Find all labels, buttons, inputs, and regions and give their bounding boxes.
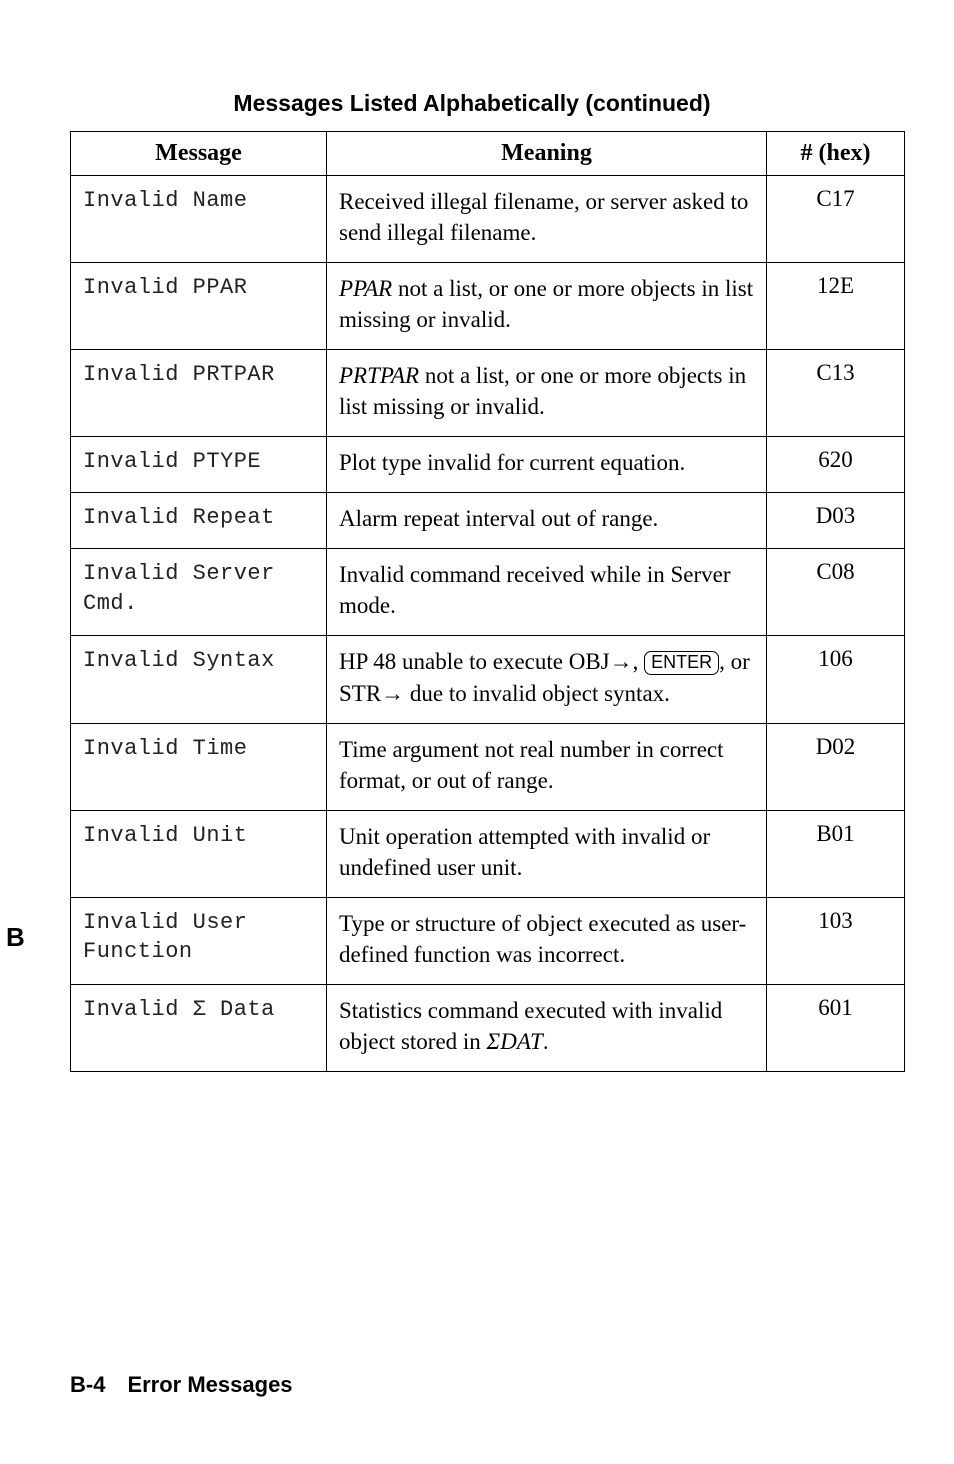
cell-meaning: Time argument not real number in correct… <box>327 723 767 810</box>
cell-message: Invalid Syntax <box>71 636 327 723</box>
page-footer: B-4 Error Messages <box>70 1372 293 1398</box>
cell-meaning: PPAR not a list, or one or more objects … <box>327 263 767 350</box>
cell-hex: 620 <box>767 437 905 493</box>
cell-meaning: Type or structure of object executed as … <box>327 897 767 984</box>
cell-message: Invalid Repeat <box>71 493 327 549</box>
cell-hex: D03 <box>767 493 905 549</box>
cell-hex: 103 <box>767 897 905 984</box>
table-title: Messages Listed Alphabetically (continue… <box>50 90 894 117</box>
cell-message: Invalid Server Cmd. <box>71 549 327 636</box>
cell-meaning: Plot type invalid for current equation. <box>327 437 767 493</box>
cell-message: Invalid User Function <box>71 897 327 984</box>
cell-hex: 601 <box>767 984 905 1071</box>
col-header-hex: # (hex) <box>767 132 905 176</box>
table-row: Invalid User FunctionType or structure o… <box>71 897 905 984</box>
cell-message: Invalid Name <box>71 176 327 263</box>
table-row: Invalid TimeTime argument not real numbe… <box>71 723 905 810</box>
cell-hex: C17 <box>767 176 905 263</box>
cell-meaning: Invalid command received while in Server… <box>327 549 767 636</box>
cell-hex: B01 <box>767 810 905 897</box>
cell-hex: C13 <box>767 350 905 437</box>
table-row: Invalid UnitUnit operation attempted wit… <box>71 810 905 897</box>
cell-message: Invalid PRTPAR <box>71 350 327 437</box>
cell-meaning: Unit operation attempted with invalid or… <box>327 810 767 897</box>
cell-meaning: HP 48 unable to execute OBJ→, ENTER, or … <box>327 636 767 723</box>
cell-message: Invalid PPAR <box>71 263 327 350</box>
cell-meaning: Alarm repeat interval out of range. <box>327 493 767 549</box>
cell-message: Invalid PTYPE <box>71 437 327 493</box>
cell-hex: D02 <box>767 723 905 810</box>
table-row: Invalid PTYPEPlot type invalid for curre… <box>71 437 905 493</box>
col-header-message: Message <box>71 132 327 176</box>
table-row: Invalid SyntaxHP 48 unable to execute OB… <box>71 636 905 723</box>
cell-meaning: Statistics command executed with invalid… <box>327 984 767 1071</box>
cell-message: Invalid Unit <box>71 810 327 897</box>
table-row: Invalid RepeatAlarm repeat interval out … <box>71 493 905 549</box>
cell-hex: 106 <box>767 636 905 723</box>
col-header-meaning: Meaning <box>327 132 767 176</box>
table-row: Invalid NameReceived illegal filename, o… <box>71 176 905 263</box>
cell-hex: C08 <box>767 549 905 636</box>
cell-meaning: Received illegal filename, or server ask… <box>327 176 767 263</box>
cell-message: Invalid Σ Data <box>71 984 327 1071</box>
table-header-row: Message Meaning # (hex) <box>71 132 905 176</box>
cell-message: Invalid Time <box>71 723 327 810</box>
cell-hex: 12E <box>767 263 905 350</box>
table-row: Invalid Σ DataStatistics command execute… <box>71 984 905 1071</box>
cell-meaning: PRTPAR not a list, or one or more object… <box>327 350 767 437</box>
section-letter: B <box>6 922 25 953</box>
table-row: Invalid PPARPPAR not a list, or one or m… <box>71 263 905 350</box>
error-messages-table: Message Meaning # (hex) Invalid NameRece… <box>70 131 905 1072</box>
table-row: Invalid PRTPARPRTPAR not a list, or one … <box>71 350 905 437</box>
table-row: Invalid Server Cmd.Invalid command recei… <box>71 549 905 636</box>
